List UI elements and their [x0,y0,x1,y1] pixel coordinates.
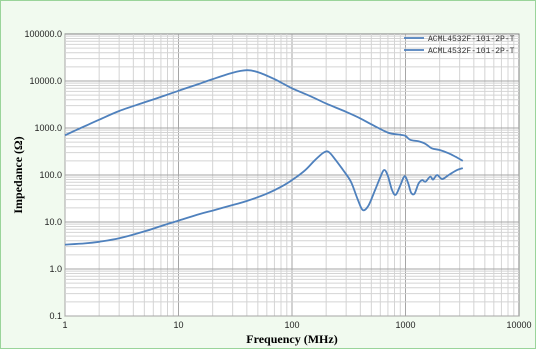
x-tick-label: 10000 [506,320,531,330]
x-tick-label: 10 [173,320,183,330]
x-axis-title: Frequency (MHz) [246,332,337,346]
y-tick-label: 100.0 [39,170,62,180]
x-tick-label: 1000 [395,320,415,330]
y-tick-label: 10.0 [44,217,62,227]
x-tick-label: 1 [62,320,67,330]
tick-labels: 1 10 100 1000 10000 0.1 1.0 10.0 100.0 1000.0 1000… [24,29,531,330]
legend: ACML4532F-101-2P-T ACML4532F-101-2P-T [404,35,515,56]
y-tick-label: 1000.0 [34,123,62,133]
y-tick-label: 100000.0 [24,29,62,39]
legend-label-1: ACML4532F-101-2P-T [428,35,515,44]
y-tick-label: 10000.0 [29,76,62,86]
series-line-2 [64,150,464,246]
grid [64,34,519,317]
x-tick-label: 100 [284,320,299,330]
series-line-1 [64,69,464,162]
legend-label-2: ACML4532F-101-2P-T [428,47,515,56]
series-group [64,69,464,246]
y-tick-label: 1.0 [49,264,62,274]
y-tick-label: 0.1 [49,311,62,321]
y-axis-title: Impedance (Ω) [11,136,25,213]
